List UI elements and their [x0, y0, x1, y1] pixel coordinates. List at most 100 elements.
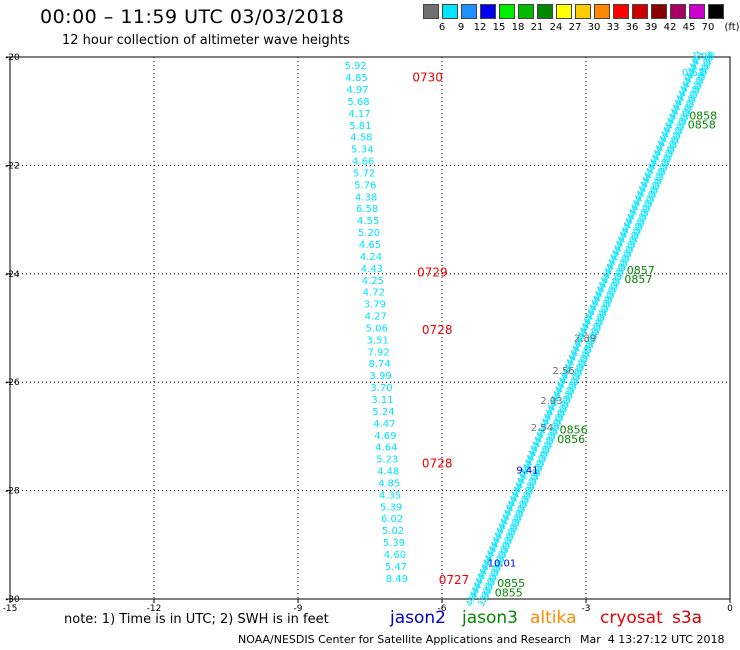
colorbar-label: 27 — [568, 22, 582, 33]
footer-credit: NOAA/NESDIS Center for Satellite Applica… — [238, 633, 572, 646]
swh-label: 2.54 — [531, 423, 553, 434]
colorbar-unit: (ft) — [724, 22, 740, 33]
page-subtitle: 12 hour collection of altimeter wave hei… — [62, 33, 350, 48]
colorbar-swatch — [480, 4, 496, 19]
colorbar-swatch — [442, 4, 458, 19]
colorbar-label: 24 — [549, 22, 563, 33]
swh-label: 6.58 — [356, 204, 378, 215]
swh-label: 5.92 — [344, 61, 366, 72]
lon-tick-label: -12 — [147, 604, 162, 614]
pass-time-label: 0858 — [688, 119, 716, 132]
lat-tick-label: -26 — [5, 378, 20, 388]
map-frame — [9, 56, 731, 600]
swh-label: 4.97 — [346, 85, 368, 96]
colorbar-swatch — [537, 4, 553, 19]
pass-time-label: 0855 — [497, 577, 525, 590]
swh-label: 4.72 — [363, 288, 385, 299]
colorbar-swatch — [518, 4, 534, 19]
colorbar-swatch — [689, 4, 705, 19]
swh-label: 0.63 — [682, 68, 704, 79]
swh-label: 4.69 — [374, 431, 396, 442]
colorbar-swatch — [499, 4, 515, 19]
colorbar-label: 21 — [530, 22, 544, 33]
colorbar-label: 6 — [438, 22, 446, 33]
satellite-label-jason2: jason2 — [390, 608, 446, 628]
satellite-label-altika: altika — [530, 608, 577, 628]
swh-label: 10.01 — [488, 558, 517, 569]
swh-label: 3.70 — [370, 383, 392, 394]
swh-label: 2.93 — [540, 396, 562, 407]
swh-label: 4.38 — [355, 192, 377, 203]
colorbar-swatch — [651, 4, 667, 19]
swh-label: 3.99 — [369, 371, 391, 382]
swh-label: 7.92 — [368, 347, 390, 358]
colorbar-swatch — [575, 4, 591, 19]
pass-time-label: 0728 — [422, 323, 453, 337]
colorbar-swatch — [670, 4, 686, 19]
page-title: 00:00 – 11:59 UTC 03/03/2018 — [40, 6, 345, 28]
footer-timestamp: Mar 4 13:27:12 UTC 2018 — [580, 633, 725, 646]
swh-label: 4.58 — [350, 133, 372, 144]
swh-label: 5.24 — [372, 407, 394, 418]
swh-label: 8.49 — [386, 574, 408, 585]
lat-tick-label: -30 — [5, 595, 20, 605]
swh-label: 5.23 — [376, 455, 398, 466]
satellite-label-jason3: jason3 — [462, 608, 518, 628]
lon-tick-label: -6 — [438, 604, 447, 614]
swh-label: 4.35 — [379, 490, 401, 501]
swh-label: 4.25 — [362, 276, 384, 287]
swh-label: 4.64 — [375, 443, 397, 454]
swh-label: 5.39 — [383, 538, 405, 549]
pass-time-label: 0730 — [412, 71, 443, 85]
lat-tick-label: -22 — [5, 161, 20, 171]
colorbar-label: 9 — [457, 22, 465, 33]
lon-tick-label: -15 — [3, 604, 18, 614]
lat-tick-label: -20 — [5, 53, 20, 63]
colorbar-label: 70 — [701, 22, 715, 33]
lat-tick-label: -24 — [5, 270, 20, 280]
pass-time-label: 0855 — [495, 586, 523, 599]
lon-tick-label: -3 — [582, 604, 591, 614]
swh-label: 5.81 — [349, 121, 371, 132]
swh-label: 4.66 — [352, 157, 374, 168]
pass-time-label: 0727 — [439, 573, 470, 587]
swh-label: 5.39 — [380, 502, 402, 513]
colorbar-swatch — [708, 4, 724, 19]
colorbar-label: 15 — [492, 22, 506, 33]
swh-label: 4.55 — [357, 216, 379, 227]
swh-label: 5.68 — [347, 97, 369, 108]
swh-label: 4.60 — [384, 550, 406, 561]
swh-label: 4.27 — [365, 312, 387, 323]
swh-label: 5.34 — [351, 145, 373, 156]
swh-label: 5.76 — [354, 180, 376, 191]
pass-time-label: 0729 — [417, 266, 448, 280]
colorbar-label: 36 — [625, 22, 639, 33]
colorbar-swatch — [613, 4, 629, 19]
colorbar-swatch — [461, 4, 477, 19]
swh-label: 4.47 — [373, 419, 395, 430]
colorbar-swatch — [632, 4, 648, 19]
pass-time-label: 0728 — [422, 457, 453, 471]
colorbar-label: 30 — [587, 22, 601, 33]
swh-label: 4.17 — [348, 109, 370, 120]
swh-label: 1.96 — [692, 52, 714, 63]
swh-label: 3.11 — [371, 395, 393, 406]
swh-label: 5.47 — [385, 562, 407, 573]
colorbar-swatch — [594, 4, 610, 19]
swh-label: 8.74 — [368, 359, 390, 370]
swh-label: 5.02 — [382, 526, 404, 537]
swh-label: 5.72 — [353, 168, 375, 179]
colorbar-label: 42 — [663, 22, 677, 33]
lat-tick-label: -28 — [5, 487, 20, 497]
note-text: note: 1) Time is in UTC; 2) SWH is in fe… — [64, 612, 329, 627]
swh-label: 2.89 — [574, 334, 596, 345]
swh-label: 2.56 — [552, 366, 574, 377]
colorbar-label: 39 — [644, 22, 658, 33]
swh-label: 4.85 — [378, 478, 400, 489]
lon-tick-label: 0 — [727, 604, 733, 614]
colorbar-swatch — [556, 4, 572, 19]
swh-label: 3.79 — [364, 300, 386, 311]
pass-time-label: 0856 — [560, 424, 588, 437]
satellite-label-s3a: s3a — [672, 608, 703, 628]
